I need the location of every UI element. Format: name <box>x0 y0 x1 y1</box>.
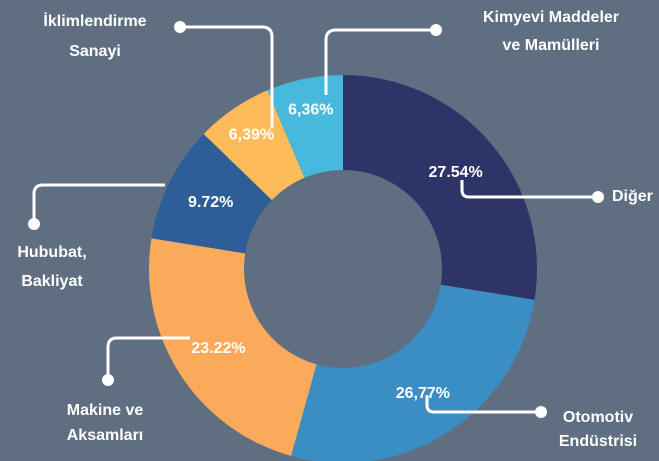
leader-dot <box>430 24 442 36</box>
category-label: Aksamları <box>67 427 144 444</box>
leader <box>425 395 541 414</box>
category-label: Hububat, <box>17 244 86 261</box>
leader <box>106 336 190 380</box>
value-label: 6,39% <box>229 127 274 144</box>
leader-dot <box>535 406 547 418</box>
value-label: 26,77% <box>396 385 450 402</box>
slice <box>149 238 317 456</box>
value-label: 6,36% <box>288 101 333 118</box>
slice <box>203 90 305 201</box>
leader-dot <box>28 218 40 230</box>
slice <box>343 75 537 300</box>
category-label: Diğer <box>612 188 653 205</box>
leader-dot <box>174 21 186 33</box>
category-label: Endüstrisi <box>559 433 637 450</box>
slice <box>151 133 272 254</box>
category-label: ve Mamülleri <box>503 37 600 54</box>
leaders <box>28 21 604 418</box>
category-label: Bakliyat <box>21 273 83 290</box>
labels: 27.54% 26,77% 23.22% 9.72% 6,39% 6,36% Diğer Ot… <box>17 9 653 450</box>
category-label: İklimlendirme <box>43 12 146 30</box>
category-label: Makine ve <box>67 402 144 419</box>
slice <box>291 284 535 461</box>
value-label: 27.54% <box>429 164 483 181</box>
slices <box>149 75 537 461</box>
category-label: Kimyevi Maddeler <box>483 9 619 26</box>
value-label: 23.22% <box>191 340 245 357</box>
category-label: Sanayi <box>69 43 121 60</box>
leader <box>324 28 436 95</box>
value-label: 9.72% <box>188 194 233 211</box>
leader <box>32 183 165 224</box>
leader-dot <box>592 191 604 203</box>
category-label: Otomotiv <box>563 409 633 426</box>
leader <box>180 25 274 128</box>
slice <box>267 75 343 178</box>
leader-dot <box>102 374 114 386</box>
leader <box>460 180 598 199</box>
